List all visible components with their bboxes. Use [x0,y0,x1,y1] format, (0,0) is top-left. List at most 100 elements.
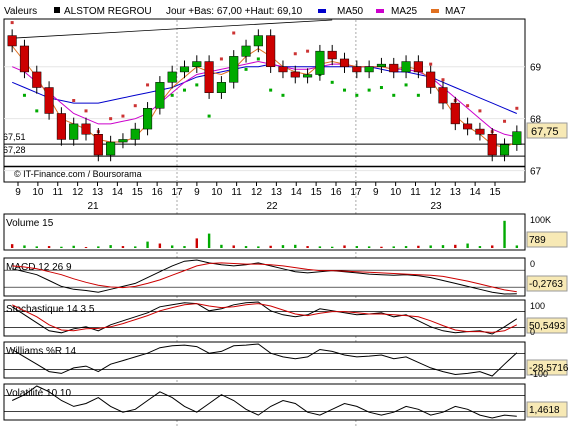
volume-bar [257,246,260,248]
volume-bar [207,233,211,248]
volume-bar [454,244,457,248]
volume-bar [318,246,322,248]
candle-body [475,128,485,135]
pane-frame [3,213,526,251]
volume-bar [466,243,469,248]
pane-value: 50,5493 [529,321,566,332]
x-tick-label: 17 [350,187,362,198]
x-tick-label: 15 [132,187,144,198]
candle-body [266,35,276,67]
volume-bar [158,243,162,248]
y-tick-label: 68 [530,115,542,126]
sar-dot [466,104,470,108]
candle-body [192,61,202,67]
sar-dot [429,62,433,66]
day-info: Jour +Bas: 67,00 +Haut: 69,10 [166,6,303,17]
sar-dot [343,88,347,92]
volume-bar [134,246,137,248]
volume-bar [232,245,235,248]
volume-bar [343,245,346,248]
sar-dot [330,80,334,84]
sar-dot [269,88,273,92]
candle-body [487,134,497,156]
day-label: 23 [430,201,442,212]
sar-dot [355,93,359,97]
pane-title: MACD 12 26 9 [6,262,72,273]
candle-body [413,61,423,73]
valeurs-label: Valeurs [4,6,37,17]
legend-ma50-swatch [318,9,326,13]
x-tick-label: 11 [410,187,421,198]
volume-bar [367,246,371,248]
candle-body [389,63,399,73]
x-tick-label: 15 [311,187,323,198]
volume-bar [60,246,63,248]
candle-body [376,63,386,67]
pane-value-box [526,317,568,334]
pane-value: 1,4618 [529,405,560,416]
sar-dot [503,119,507,123]
candle-body [167,71,177,83]
indicator-line [11,301,518,335]
volume-bar [35,246,38,248]
volume-bar [515,245,519,248]
candle-body [278,66,288,73]
volume-bar [10,244,14,248]
sar-dot [170,93,174,97]
volume-bar [429,245,432,248]
indicator-pane-2: MACD 12 26 9 -0,2763 0 [3,257,568,297]
pane-title: Volume 15 [6,218,54,229]
indicator-line [11,343,518,377]
stock-marker [54,7,60,13]
volume-bar [244,246,248,248]
legend-ma25-label: MA25 [391,6,418,17]
pane-y-tick: 100K [530,215,551,225]
current-price: 67,75 [531,126,559,138]
trend-line [12,19,333,39]
x-tick-label: 13 [271,187,283,198]
candle-body [7,35,17,47]
candle-body [401,61,411,73]
indicator-pane-5: Volatilité 10 10 1,4618 [3,383,568,421]
volume-bar [195,238,198,248]
volume-bar [170,245,174,248]
candle-body [204,61,214,93]
credit-text: © IT-Finance.com / Boursorama [14,169,142,179]
x-tick-label: 9 [15,187,21,198]
candle-body [499,144,510,156]
chart-header: Valeurs ALSTOM REGROU Jour +Bas: 67,00 +… [4,6,466,17]
pane-value: -28,5716 [529,363,569,374]
sar-dot [293,52,297,56]
pane-value-box [526,359,568,376]
sar-dot [22,93,26,97]
legend-ma7-swatch [431,9,439,13]
sar-dot [207,114,211,118]
sar-dot [392,93,396,97]
sar-dot [232,31,236,35]
sar-dot [416,93,420,97]
candle-body [32,71,42,88]
x-tick-label: 10 [390,187,402,198]
candle-body [303,74,313,78]
candle-body [352,66,362,73]
volume-bar [84,247,88,248]
pane-value: -0,2763 [529,279,563,290]
candle-body [19,45,30,73]
pane-value-box [526,231,568,248]
candle-body [69,123,79,140]
candle-body [426,71,436,88]
candle-body [339,58,350,67]
candle-body [241,45,251,57]
candle-body [130,128,140,140]
pane-value-box [526,275,568,292]
candle-body [118,139,128,143]
x-tick-label: 10 [211,187,223,198]
indicator-line [11,303,518,333]
volume-bar [294,244,297,248]
sar-dot [35,109,39,113]
candle-body [56,113,66,140]
sar-dot [441,78,445,82]
candle-body [155,82,165,109]
volume-bar [183,246,186,248]
